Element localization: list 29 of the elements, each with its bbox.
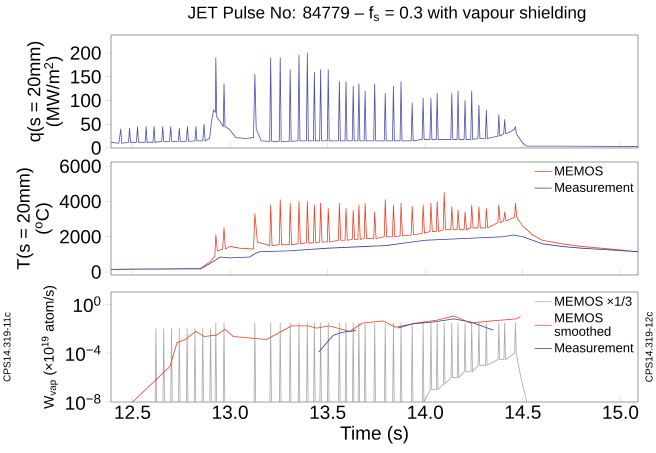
- x-tick-label: 12.5: [115, 406, 150, 419]
- x-tick-label: 14.5: [506, 406, 541, 419]
- y-tick-label: 10$^{−4}$: [66, 345, 101, 361]
- y-tick-label: 150: [71, 70, 101, 84]
- y-tick-label: 10$^{−8}$: [66, 394, 100, 410]
- text: CPS14.319-12c: [645, 312, 653, 382]
- y-tick-label: 100: [71, 94, 101, 108]
- legend-label: Measurement: [555, 182, 634, 192]
- text: CPS14.319-11c: [3, 312, 11, 382]
- legend-label: MEMOS smoothed: [554, 313, 610, 336]
- legend-label: MEMOS ×1/3: [555, 296, 632, 306]
- y-tick-label: 2000: [60, 230, 101, 244]
- x-axis-title: Time (s): [340, 426, 408, 444]
- legend-label: Measurement: [555, 343, 634, 352]
- y-tick-label: 10$^{0}$: [74, 296, 100, 312]
- x-tick-label: 13.0: [213, 406, 248, 419]
- y-axis-title: W$_{vap}$ (×10$^{19}$ atom/s): [42, 286, 58, 409]
- line-series: [111, 52, 638, 147]
- y-tick-label: 0: [92, 141, 101, 155]
- x-tick-label: 15.0: [603, 406, 638, 419]
- y-tick-label: 0: [92, 265, 101, 279]
- y-tick-label: 4000: [60, 194, 101, 208]
- y-tick-label: 200: [70, 46, 101, 60]
- y-tick-label: 6000: [60, 160, 101, 173]
- legend-label: MEMOS: [555, 166, 603, 176]
- y-tick-label: 50: [81, 118, 101, 131]
- x-tick-label: 14.0: [408, 406, 443, 419]
- chart-title: JET Pulse No: 84779 – f$_{s}$ = 0.3 with vapour shielding: [188, 6, 586, 22]
- x-tick-label: 13.5: [310, 406, 346, 419]
